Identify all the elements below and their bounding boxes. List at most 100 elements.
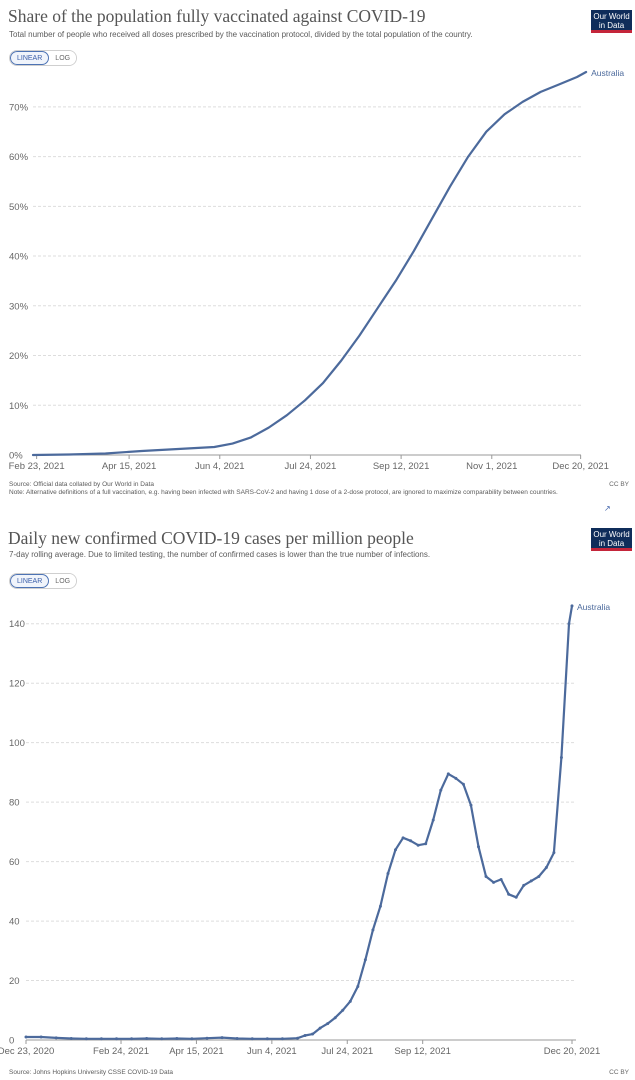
data-point xyxy=(84,1037,88,1041)
data-point xyxy=(39,1035,43,1039)
series-label-australia: Australia xyxy=(577,602,610,612)
scale-toggle: LINEAR LOG xyxy=(9,50,78,66)
data-point xyxy=(311,1032,315,1036)
cases-line-chart[interactable]: 0 20 40 60 80 100 120 140 Dec 23, 2020 Feb 24, 20… xyxy=(0,521,635,1066)
data-point xyxy=(499,877,503,881)
chart-subtitle: Total number of people who received all … xyxy=(9,30,473,39)
y-tick-label: 20% xyxy=(9,351,29,362)
data-point xyxy=(333,1016,337,1020)
vaccination-chart-panel: Share of the population fully vaccinated… xyxy=(0,0,635,518)
source-note: Source: Official data collated by Our Wo… xyxy=(9,481,609,496)
data-point xyxy=(439,788,443,792)
y-tick-label: 70% xyxy=(9,102,29,113)
source-note: Source: Johns Hopkins University CSSE CO… xyxy=(9,1069,609,1077)
scale-toggle: LINEAR LOG xyxy=(9,573,78,589)
data-point xyxy=(454,776,458,780)
y-tick-label: 50% xyxy=(9,202,29,213)
y-tick-label: 40 xyxy=(9,917,20,928)
vaccination-line-chart[interactable]: 0% 10% 20% 30% 40% 50% 60% 70% Feb 23, 2021 Apr 1… xyxy=(0,0,635,480)
data-point xyxy=(401,836,405,840)
data-point xyxy=(303,1034,307,1038)
x-tick-label: Apr 15, 2021 xyxy=(169,1046,223,1057)
y-tick-label: 100 xyxy=(9,738,25,749)
data-point xyxy=(318,1026,322,1030)
data-point xyxy=(567,622,571,626)
data-point xyxy=(145,1037,149,1041)
source-text: Source: Johns Hopkins University CSSE CO… xyxy=(9,1069,174,1076)
data-point xyxy=(341,1008,345,1012)
log-scale-button[interactable]: LOG xyxy=(49,51,77,65)
data-point xyxy=(446,772,450,776)
log-scale-button[interactable]: LOG xyxy=(49,574,77,588)
license-link[interactable]: CC BY xyxy=(609,481,629,488)
data-point xyxy=(469,803,473,807)
series-label-australia: Australia xyxy=(591,68,624,78)
cases-chart-panel: Daily new confirmed COVID-19 cases per m… xyxy=(0,521,635,1080)
x-tick-label: Dec 23, 2020 xyxy=(0,1046,54,1057)
owid-logo[interactable]: Our World in Data xyxy=(591,528,632,551)
data-point xyxy=(205,1036,209,1040)
data-point xyxy=(114,1037,118,1041)
data-point xyxy=(280,1037,284,1041)
definition-note: Note: Alternative definitions of a full … xyxy=(9,488,558,496)
source-text: Source: Official data collated by Our Wo… xyxy=(9,481,154,488)
owid-logo[interactable]: Our World in Data xyxy=(591,10,632,33)
series-line-australia xyxy=(24,604,574,1040)
y-tick-label: 120 xyxy=(9,679,25,690)
data-point xyxy=(461,782,465,786)
data-point xyxy=(424,842,428,846)
data-point xyxy=(356,984,360,988)
data-point xyxy=(544,866,548,870)
y-tick-label: 60 xyxy=(9,857,20,868)
y-tick-label: 80 xyxy=(9,798,20,809)
data-point xyxy=(348,999,352,1003)
linear-scale-button[interactable]: LINEAR xyxy=(10,51,50,65)
x-tick-label: Feb 23, 2021 xyxy=(9,461,65,472)
data-point xyxy=(552,851,556,855)
data-point xyxy=(295,1036,299,1040)
data-point xyxy=(522,883,526,887)
y-tick-label: 30% xyxy=(9,301,29,312)
license-link[interactable]: CC BY xyxy=(609,1069,629,1076)
series-line-australia xyxy=(31,70,588,457)
data-point xyxy=(190,1037,194,1041)
data-point xyxy=(570,604,574,608)
data-point xyxy=(559,756,563,760)
data-point xyxy=(99,1037,103,1041)
data-point xyxy=(507,892,511,896)
data-point xyxy=(492,880,496,884)
x-tick-label: Sep 12, 2021 xyxy=(373,461,430,472)
logo-line-2: in Data xyxy=(598,21,625,30)
logo-line-2: in Data xyxy=(598,539,625,548)
data-point xyxy=(484,874,488,878)
x-tick-label: Jul 24, 2021 xyxy=(285,461,337,472)
y-tick-label: 60% xyxy=(9,152,29,163)
data-point xyxy=(386,871,390,875)
y-tick-label: 0 xyxy=(9,1036,14,1047)
data-point xyxy=(175,1037,179,1041)
linear-scale-button[interactable]: LINEAR xyxy=(10,574,50,588)
data-point xyxy=(371,928,375,932)
expand-icon[interactable]: ↗ xyxy=(604,504,611,513)
data-point xyxy=(363,958,367,962)
data-point xyxy=(130,1037,134,1041)
data-point xyxy=(69,1037,73,1041)
data-point xyxy=(250,1037,254,1041)
data-point xyxy=(24,1035,28,1039)
y-tick-label: 140 xyxy=(9,619,25,630)
x-tick-label: Jul 24, 2021 xyxy=(321,1046,373,1057)
y-tick-label: 40% xyxy=(9,252,29,263)
y-tick-label: 0% xyxy=(9,451,23,462)
logo-line-1: Our World xyxy=(593,530,630,539)
x-tick-label: Jun 4, 2021 xyxy=(195,461,245,472)
x-tick-label: Dec 20, 2021 xyxy=(552,461,609,472)
data-point xyxy=(416,843,420,847)
data-point xyxy=(160,1037,164,1041)
chart-title: Daily new confirmed COVID-19 cases per m… xyxy=(8,528,414,548)
data-point xyxy=(409,839,413,843)
data-point xyxy=(265,1037,269,1041)
chart-subtitle: 7-day rolling average. Due to limited te… xyxy=(9,550,431,559)
x-tick-label: Feb 24, 2021 xyxy=(93,1046,149,1057)
logo-line-1: Our World xyxy=(593,12,630,21)
x-tick-label: Apr 15, 2021 xyxy=(102,461,156,472)
